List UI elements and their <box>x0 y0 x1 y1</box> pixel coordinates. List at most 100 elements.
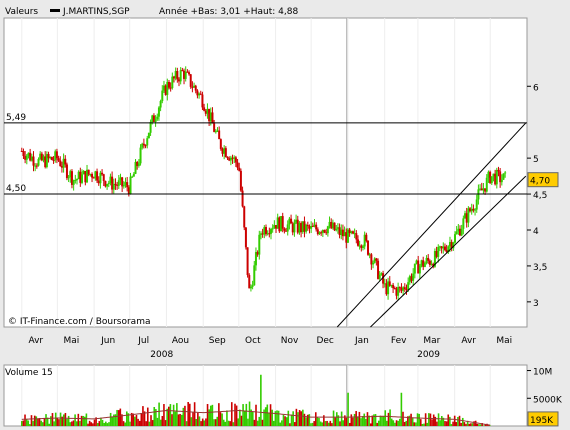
last-value-badge <box>527 172 559 188</box>
candle-body <box>188 72 191 75</box>
volume-bar <box>88 420 91 426</box>
volume-bar <box>256 420 259 426</box>
candle-body <box>82 171 85 175</box>
volume-bar <box>87 423 89 426</box>
candle-body <box>244 227 247 248</box>
volume-bar <box>218 403 220 426</box>
volume-bar <box>476 423 479 426</box>
volume-bar <box>209 405 212 426</box>
volume-bar <box>327 422 330 426</box>
candle-body <box>149 122 152 133</box>
volume-bar <box>400 392 403 426</box>
candle-body <box>420 260 423 266</box>
candle-body <box>109 176 112 183</box>
volume-bar <box>172 404 175 426</box>
volume-bar <box>125 411 128 426</box>
volume-bar <box>62 414 65 426</box>
volume-bar <box>302 409 304 426</box>
candle-body <box>104 180 107 187</box>
candle-body <box>338 227 341 236</box>
volume-bar <box>205 418 207 426</box>
candle-body <box>489 171 492 184</box>
volume-bar <box>216 416 219 426</box>
x-tick-label: Avr <box>461 336 476 346</box>
candle-body <box>408 276 411 283</box>
volume-bar <box>163 404 165 426</box>
candle-body <box>67 177 70 179</box>
candle-body <box>465 213 468 223</box>
volume-bar <box>281 420 283 426</box>
volume-bar <box>481 423 483 426</box>
y-tick-label: 4 <box>533 227 539 237</box>
volume-bar <box>431 419 433 426</box>
volume-bar <box>463 422 466 426</box>
candle-body <box>147 132 150 139</box>
volume-bar <box>255 404 257 426</box>
candle-body <box>464 213 467 219</box>
candle-body <box>221 148 224 154</box>
volume-bar <box>142 406 144 426</box>
candle-body <box>96 171 99 181</box>
candle-body <box>375 258 378 261</box>
price-grid <box>21 18 491 426</box>
candle-body <box>355 233 358 240</box>
candle-body <box>358 245 361 247</box>
candle-body <box>270 229 273 234</box>
candle-body <box>70 171 73 185</box>
volume-bar <box>164 420 167 426</box>
volume-bar <box>32 420 34 426</box>
candle-body <box>261 233 264 235</box>
year-label: 2008 <box>150 350 173 360</box>
candle-body <box>65 164 68 179</box>
candle-body <box>139 147 142 164</box>
volume-bar <box>374 414 377 426</box>
candle-body <box>285 230 288 232</box>
volume-bar <box>479 424 482 426</box>
volume-bar <box>342 420 345 426</box>
volume-labels: 10M 5000K 195K <box>527 368 563 427</box>
volume-bar <box>166 408 168 426</box>
price-panel <box>3 17 528 328</box>
volume-bar <box>71 421 73 426</box>
candle-body <box>275 225 278 229</box>
x-axis-labels: Avr Mai Jun Jul Aou Sep Oct Nov Dec Jan Fev Mar Avr M… <box>28 336 512 360</box>
volume-bar <box>421 423 424 426</box>
volume-bar <box>74 414 76 426</box>
candle-body <box>186 71 189 73</box>
candle-body <box>368 254 371 256</box>
volume-bar <box>95 417 97 426</box>
candle-body <box>49 157 52 159</box>
candle-body <box>440 246 443 249</box>
volume-last-label: 195K <box>530 416 554 426</box>
volume-bar <box>230 402 233 426</box>
candle-body <box>432 263 435 267</box>
volume-bar <box>340 411 343 426</box>
candle-body <box>460 228 463 236</box>
volume-bar <box>300 411 303 426</box>
volume-bar <box>482 425 485 426</box>
candle-body <box>54 151 57 161</box>
candle-body <box>248 275 251 289</box>
candle-body <box>303 221 306 232</box>
candle-body <box>382 273 385 284</box>
volume-bar <box>72 420 75 426</box>
volume-bar <box>208 409 210 426</box>
volume-bar <box>80 415 83 426</box>
candle-body <box>385 283 388 295</box>
candle-body <box>111 176 114 190</box>
candle-body <box>291 223 294 233</box>
volume-bar <box>54 412 57 426</box>
volume-bar <box>290 414 293 426</box>
volume-bar <box>77 413 80 426</box>
volume-bar <box>167 406 170 426</box>
candle-body <box>278 217 281 232</box>
volume-y-tick-label: 10M <box>533 368 552 378</box>
candle-body <box>341 229 344 237</box>
candle-body <box>81 174 84 183</box>
candle-body <box>189 74 192 87</box>
volume-bar <box>334 417 336 426</box>
volume-bar <box>381 416 383 426</box>
candle-body <box>310 226 313 229</box>
volume-bar <box>224 421 227 426</box>
volume-bar <box>53 421 55 426</box>
